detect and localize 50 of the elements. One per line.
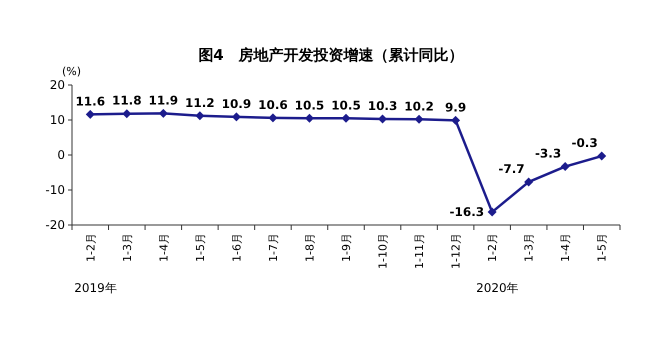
x-tick-label: 1-3月: [522, 233, 536, 262]
point: [342, 114, 350, 123]
y-tick-label: -20: [45, 218, 65, 232]
data-label: 10.3: [368, 98, 398, 113]
y-tick-label: 10: [50, 113, 65, 127]
x-tick-label: 1-7月: [266, 233, 280, 262]
x-tick-label: 1-5月: [596, 233, 609, 262]
chart-title: 图4 房地产开发投资增速（累计同比）: [198, 46, 464, 64]
data-label: 10.2: [404, 99, 434, 114]
x-tick-label: 1-2月: [84, 233, 98, 262]
x-tick-label: 1-4月: [157, 233, 170, 262]
data-label: 11.9: [148, 93, 178, 108]
data-label: -7.7: [498, 162, 525, 176]
data-label: 11.8: [112, 94, 142, 108]
data-label: 11.2: [185, 96, 215, 110]
y-axis-title: (%): [62, 65, 82, 78]
data-label: -0.3: [571, 136, 598, 150]
data-label: 9.9: [444, 100, 466, 114]
point: [86, 110, 95, 119]
point: [597, 152, 606, 161]
text: 2020年: [476, 281, 519, 295]
y-tick-label: -10: [45, 183, 65, 197]
data-label: 11.6: [75, 94, 106, 108]
y-tick-label: 0: [57, 148, 65, 162]
data-label: -16.3: [450, 205, 484, 220]
text: 2019年: [74, 281, 117, 295]
data-label: 10.6: [258, 98, 288, 112]
point: [195, 111, 204, 120]
point: [451, 116, 460, 125]
x-tick-label: 1-9月: [340, 233, 353, 262]
x-tick-label: 1-5月: [194, 233, 207, 262]
x-tick-label: 1-8月: [303, 233, 316, 262]
x-tick-label: 1-12月: [450, 233, 463, 269]
data-label: 10.5: [331, 98, 361, 112]
y-tick-label: 20: [50, 78, 65, 92]
x-tick-label: 1-11月: [413, 233, 426, 269]
point: [122, 109, 132, 118]
point: [414, 114, 424, 124]
point: [158, 108, 168, 118]
x-tick-label: 1-4月: [559, 233, 572, 262]
point: [560, 162, 570, 172]
x-tick-label: 1-2月: [486, 233, 500, 262]
x-tick-label: 1-3月: [120, 233, 134, 262]
point: [524, 177, 534, 186]
data-label: 10.5: [294, 98, 324, 112]
x-tick-label: 1-6月: [230, 233, 244, 262]
point: [488, 208, 497, 217]
data-label: 10.9: [222, 96, 252, 111]
x-tick-label: 1-10月: [376, 233, 390, 269]
data-label: -3.3: [534, 146, 562, 161]
